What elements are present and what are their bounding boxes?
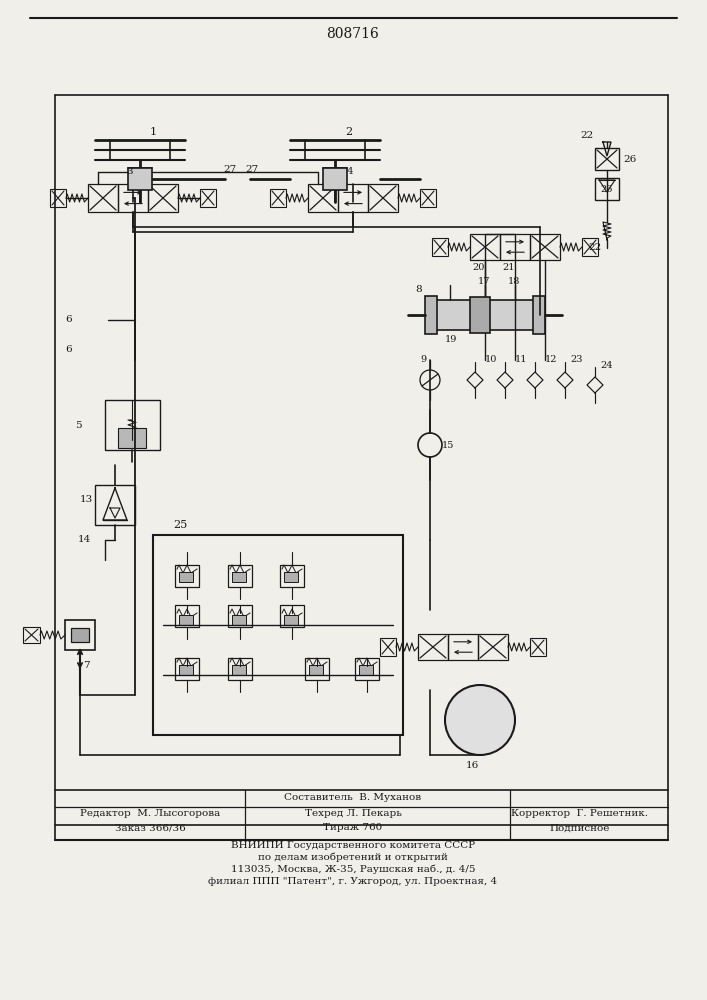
Bar	[430, 300, 540, 330]
Bar	[380, 638, 396, 656]
Text: Техред Л. Пекарь: Техред Л. Пекарь	[305, 808, 402, 818]
Text: 22: 22	[588, 242, 601, 251]
Text: 22: 22	[580, 130, 593, 139]
Text: ВНИИПИ Государственного комитета СССР: ВНИИПИ Государственного комитета СССР	[231, 840, 475, 850]
Text: 808716: 808716	[327, 27, 380, 41]
Text: 27: 27	[223, 165, 236, 174]
Text: 23: 23	[570, 356, 583, 364]
Bar	[118, 428, 146, 448]
Bar	[533, 296, 545, 334]
Bar	[359, 665, 373, 675]
Bar	[432, 238, 448, 256]
Text: 6: 6	[65, 316, 71, 324]
Text: Тираж 760: Тираж 760	[323, 824, 382, 832]
Text: 26: 26	[623, 155, 636, 164]
Text: Составитель  В. Муханов: Составитель В. Муханов	[284, 794, 421, 802]
Bar	[65, 620, 95, 650]
Text: 26: 26	[600, 186, 612, 194]
Text: 1: 1	[150, 127, 157, 137]
Bar	[425, 296, 437, 334]
Text: 15: 15	[442, 440, 455, 450]
Bar	[418, 634, 448, 660]
Bar	[175, 605, 199, 627]
Bar	[228, 565, 252, 587]
Text: 16: 16	[465, 760, 479, 770]
Bar	[105, 400, 160, 450]
Bar	[179, 615, 193, 625]
Bar	[595, 178, 619, 200]
Bar	[232, 665, 246, 675]
Text: 2: 2	[345, 127, 352, 137]
Bar	[500, 234, 530, 260]
Bar	[280, 565, 304, 587]
Text: 24: 24	[600, 360, 612, 369]
Bar	[148, 184, 178, 212]
Bar	[309, 665, 323, 675]
Text: филиал ППП "Патент", г. Ужгород, ул. Проектная, 4: филиал ППП "Патент", г. Ужгород, ул. Про…	[209, 878, 498, 886]
Bar	[284, 615, 298, 625]
Bar	[228, 605, 252, 627]
Text: 27: 27	[245, 165, 258, 174]
Bar	[308, 184, 338, 212]
Text: 25: 25	[173, 520, 187, 530]
Bar	[228, 658, 252, 680]
Bar	[448, 634, 478, 660]
Bar	[530, 234, 560, 260]
Text: 7: 7	[83, 660, 90, 670]
Text: 20: 20	[472, 263, 484, 272]
Bar	[71, 628, 89, 642]
Text: 3: 3	[127, 167, 134, 176]
Text: 4: 4	[346, 167, 354, 176]
Bar	[470, 297, 490, 333]
Bar	[200, 189, 216, 207]
Bar	[355, 658, 379, 680]
Text: Подписное: Подписное	[550, 824, 610, 832]
Text: 9: 9	[420, 356, 426, 364]
Bar	[128, 168, 152, 190]
Text: 8: 8	[415, 286, 421, 294]
Bar	[305, 658, 329, 680]
Bar	[50, 189, 66, 207]
Bar	[420, 189, 436, 207]
Bar	[368, 184, 398, 212]
Bar	[88, 184, 118, 212]
Bar	[530, 638, 546, 656]
Text: Корректор  Г. Решетник.: Корректор Г. Решетник.	[511, 808, 648, 818]
Bar	[118, 184, 148, 212]
Bar	[232, 615, 246, 625]
Bar	[23, 627, 40, 643]
Bar	[179, 572, 193, 582]
Bar	[323, 168, 347, 190]
Text: 10: 10	[485, 356, 498, 364]
Bar	[175, 565, 199, 587]
Bar	[280, 605, 304, 627]
Bar	[338, 184, 368, 212]
Text: 13: 13	[80, 495, 93, 504]
Text: Редактор  М. Лысогорова: Редактор М. Лысогорова	[80, 808, 220, 818]
Text: 17: 17	[478, 277, 491, 286]
Text: 5: 5	[75, 420, 81, 430]
Bar	[95, 485, 135, 525]
Text: 11: 11	[515, 356, 527, 364]
Bar	[179, 665, 193, 675]
Bar	[470, 234, 500, 260]
Text: 113035, Москва, Ж-35, Раушская наб., д. 4/5: 113035, Москва, Ж-35, Раушская наб., д. …	[230, 864, 475, 874]
Bar	[175, 658, 199, 680]
Bar	[478, 634, 508, 660]
Text: 14: 14	[78, 536, 91, 544]
Text: 21: 21	[502, 263, 515, 272]
Text: по делам изобретений и открытий: по делам изобретений и открытий	[258, 852, 448, 862]
Bar	[284, 572, 298, 582]
Bar	[270, 189, 286, 207]
Bar	[153, 535, 403, 735]
Bar	[232, 572, 246, 582]
Text: 18: 18	[508, 277, 520, 286]
Text: 6: 6	[65, 346, 71, 355]
Circle shape	[445, 685, 515, 755]
Bar	[595, 148, 619, 170]
Bar	[582, 238, 598, 256]
Text: Заказ 366/36: Заказ 366/36	[115, 824, 185, 832]
Text: 19: 19	[445, 336, 457, 344]
Text: 12: 12	[545, 356, 558, 364]
